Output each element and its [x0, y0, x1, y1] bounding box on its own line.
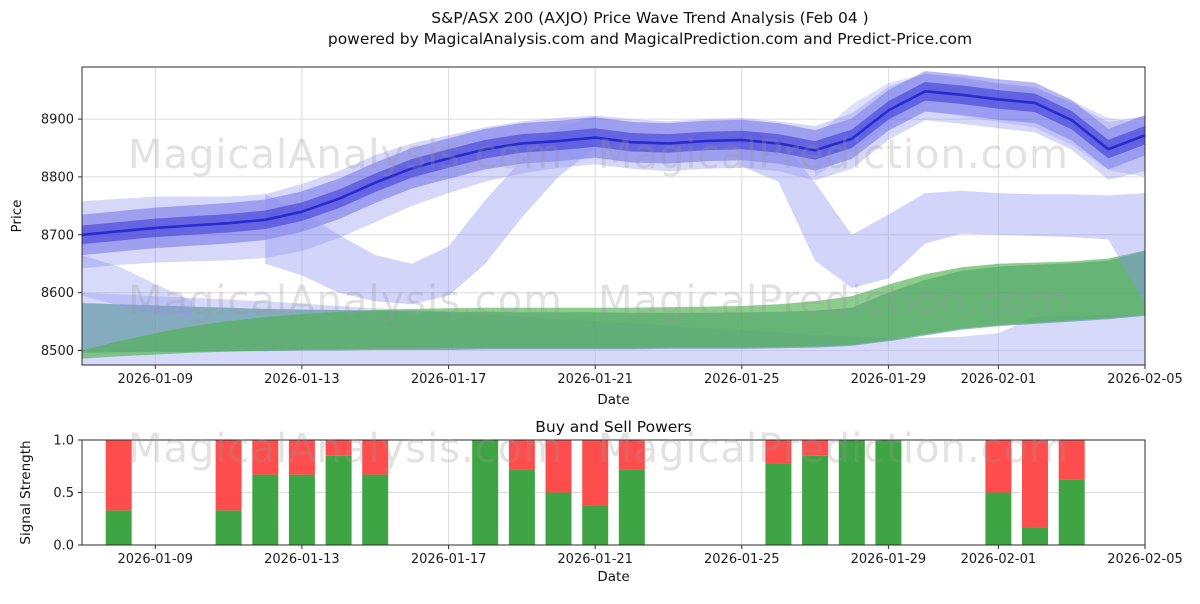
x-tick-label: 2026-01-25 — [704, 552, 780, 567]
band-wave-inner — [82, 82, 1145, 245]
band-green-support — [82, 250, 1145, 359]
band-drop-wave — [741, 130, 1145, 305]
x-tick-label: 2026-01-21 — [557, 372, 633, 387]
sell-bar — [1058, 440, 1085, 480]
y-tick-label: 8900 — [41, 113, 74, 128]
x-tick-label: 2026-01-09 — [118, 552, 194, 567]
buy-bar — [1022, 527, 1048, 545]
y-tick-label: 0.5 — [53, 486, 74, 501]
x-tick-label: 2026-01-29 — [851, 372, 927, 387]
price-y-axis-label: Price — [9, 200, 25, 233]
price-trend-line — [82, 90, 1145, 237]
y-tick-label: 8700 — [41, 228, 74, 243]
sell-bar — [105, 440, 132, 511]
x-tick-label: 2026-02-01 — [961, 552, 1037, 567]
figure-title: S&P/ASX 200 (AXJO) Price Wave Trend Anal… — [104, 8, 1196, 50]
sell-bar — [985, 440, 1012, 493]
sell-bar — [288, 440, 315, 475]
x-tick-label: 2026-02-05 — [1107, 372, 1183, 387]
buy-bar — [325, 455, 352, 546]
buy-bar — [985, 492, 1012, 545]
x-tick-label: 2026-01-17 — [411, 372, 487, 387]
x-tick-label: 2026-01-13 — [264, 372, 340, 387]
buy-bar — [215, 510, 242, 545]
figure-title-line2: powered by MagicalAnalysis.com and Magic… — [327, 30, 973, 48]
y-tick-label: 8500 — [41, 344, 74, 359]
axes: 0.0 0.5 1.0 2026-01-09 2026-01-13 2026-01-17 2… — [53, 434, 1182, 568]
buy-bar — [1058, 479, 1085, 545]
band-dip-wave — [265, 116, 596, 305]
sell-bar — [765, 440, 792, 464]
x-tick-label: 2026-01-13 — [264, 552, 340, 567]
y-tick-label: 8600 — [41, 286, 74, 301]
y-tick-label: 1.0 — [53, 434, 74, 449]
x-tick-label: 2026-01-25 — [704, 372, 780, 387]
band-left-tail — [82, 255, 192, 319]
buy-bar — [875, 440, 902, 545]
buy-bar — [508, 469, 535, 545]
sell-bar — [252, 440, 279, 475]
buy-bar — [802, 455, 829, 546]
y-tick-label: 0.0 — [53, 539, 74, 554]
signal-x-axis-label: Date — [597, 569, 629, 585]
sell-bar — [508, 440, 535, 470]
axes: 8500 8600 8700 8800 8900 2026-01-09 2026-01-13… — [41, 66, 1183, 387]
buy-bar — [765, 463, 792, 545]
sell-bar — [802, 440, 829, 456]
buy-bar — [288, 474, 315, 545]
x-tick-label: 2026-01-09 — [118, 372, 194, 387]
buy-bar — [838, 440, 865, 545]
x-tick-label: 2026-02-05 — [1107, 552, 1183, 567]
buy-bar — [362, 474, 389, 545]
y-tick-label: 8800 — [41, 170, 74, 185]
sell-bar — [582, 440, 609, 506]
sell-bar — [618, 440, 645, 470]
buy-bar — [618, 469, 645, 545]
buy-bar — [582, 505, 609, 545]
signal-chart-title: Buy and Sell Powers — [535, 418, 692, 436]
x-tick-label: 2026-01-21 — [557, 552, 633, 567]
sell-bar — [545, 440, 572, 493]
figure-title-line1: S&P/ASX 200 (AXJO) Price Wave Trend Anal… — [431, 9, 869, 27]
buy-bar — [252, 474, 279, 545]
signal-y-axis-label: Signal Strength — [18, 440, 34, 544]
sell-bar — [1022, 440, 1048, 528]
buy-bar — [472, 440, 499, 545]
buy-bar — [105, 510, 132, 545]
sell-bar — [325, 440, 352, 456]
signal-bars — [105, 440, 1085, 546]
sell-bar — [362, 440, 389, 475]
x-tick-label: 2026-02-01 — [961, 372, 1037, 387]
x-tick-label: 2026-01-29 — [851, 552, 927, 567]
x-tick-label: 2026-01-17 — [411, 552, 487, 567]
price-x-axis-label: Date — [597, 392, 629, 408]
sell-bar — [215, 440, 242, 511]
buy-bar — [545, 492, 572, 545]
